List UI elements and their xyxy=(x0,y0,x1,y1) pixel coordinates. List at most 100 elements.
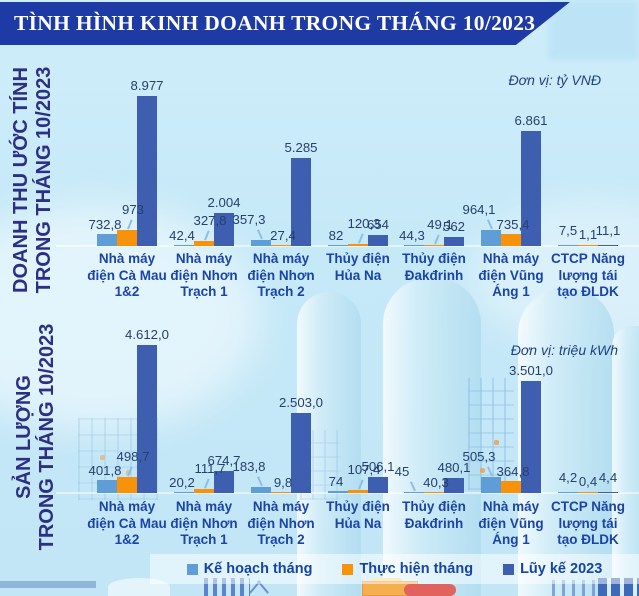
bar-actual xyxy=(424,244,444,246)
legend-item-plan: Kế hoạch tháng xyxy=(186,561,313,577)
category-label: Thủy điện Hủa Na xyxy=(312,251,404,284)
category-label: Nhà máy điện Nhơn Trạch 1 xyxy=(158,499,250,549)
steel-bar-illustration xyxy=(0,581,96,588)
value-label: 2.503,0 xyxy=(279,394,323,410)
category-label: Nhà máy điện Cà Mau 1&2 xyxy=(81,499,173,549)
bar-actual xyxy=(271,244,291,246)
value-label: 2.004 xyxy=(207,194,241,210)
category-label-line: điện Nhơn xyxy=(170,267,238,283)
category-label: CTCP Năng lượng tái tạo ĐLDK xyxy=(542,499,634,549)
bar-plan xyxy=(328,244,348,246)
bar-plan xyxy=(174,491,194,493)
value-label: 654 xyxy=(366,217,390,233)
category-label-line: 1&2 xyxy=(114,284,140,299)
category-label-line: CTCP Năng xyxy=(550,251,625,266)
bar-cumulative xyxy=(368,476,388,493)
value-label: 3.501,0 xyxy=(509,362,553,378)
bar-cumulative xyxy=(214,471,234,493)
value-label: 6.861 xyxy=(514,113,548,129)
orange-accent-dot xyxy=(494,440,499,445)
value-label: 82 xyxy=(328,227,344,243)
value-label: 42,4 xyxy=(169,227,195,243)
category-label-line: Thủy điện xyxy=(326,499,390,514)
value-label: 674,7 xyxy=(207,453,241,469)
page-title: TÌNH HÌNH KINH DOANH TRONG THÁNG 10/2023 xyxy=(14,11,536,35)
value-label: 120,3 xyxy=(347,216,381,231)
category-label-line: Nhà máy xyxy=(252,499,310,514)
bar-plan xyxy=(404,244,424,246)
leader-line xyxy=(358,479,364,489)
category-label: Nhà máy điện Nhơn Trạch 2 xyxy=(235,499,327,549)
axis-baseline xyxy=(56,245,639,247)
legend-label: Kế hoạch tháng xyxy=(203,561,313,577)
value-label: 505,3 xyxy=(462,448,496,464)
bar-actual xyxy=(117,229,137,246)
value-label: 7,5 xyxy=(558,223,578,238)
page-title-banner: TÌNH HÌNH KINH DOANH TRONG THÁNG 10/2023 xyxy=(0,2,570,45)
category-label-line: Trạch 2 xyxy=(257,532,305,547)
category-label: Nhà máy điện Nhơn Trạch 1 xyxy=(158,251,250,301)
category-label-line: Áng 1 xyxy=(492,532,530,547)
bar-cumulative xyxy=(444,477,464,493)
value-label: 4,4 xyxy=(598,470,618,485)
value-label: 506,1 xyxy=(361,458,395,474)
bar-cumulative xyxy=(291,412,311,493)
value-label: 357,3 xyxy=(232,212,266,227)
category-label-line: Nhà máy xyxy=(175,251,233,266)
bar-actual xyxy=(501,233,521,246)
category-label-line: điện Nhơn xyxy=(247,267,315,283)
bar-actual xyxy=(348,489,368,493)
value-label: 49,1 xyxy=(427,216,453,232)
value-label: 11,1 xyxy=(595,223,621,238)
value-label: 1,1 xyxy=(578,227,598,242)
category-label-line: tạo ĐLDK xyxy=(557,532,619,547)
value-label: 498,7 xyxy=(116,449,150,464)
cumulative-swatch-icon xyxy=(503,563,515,575)
category-label-line: điện Vũng xyxy=(478,267,544,283)
category-label-line: Trạch 1 xyxy=(180,284,228,299)
leader-line xyxy=(256,229,263,240)
bar-cumulative xyxy=(214,212,234,246)
bar-cumulative xyxy=(291,157,311,246)
category-label-line: 1&2 xyxy=(114,532,140,547)
value-label: 20,2 xyxy=(169,474,195,490)
bar-cumulative xyxy=(598,491,618,493)
category-label-line: điện Nhơn xyxy=(170,515,238,531)
bar-plan xyxy=(251,487,271,493)
category-label-line: Nhà máy xyxy=(482,251,540,266)
category-label-line: điện Cà Mau xyxy=(87,515,167,531)
orange-accent-dot xyxy=(480,468,485,473)
category-label-line: Nhà máy xyxy=(98,251,156,266)
category-label-line: Trạch 1 xyxy=(180,532,228,547)
category-label: Nhà máy điện Nhơn Trạch 2 xyxy=(235,251,327,301)
legend-band xyxy=(150,554,639,584)
category-label: Nhà máy điện Vũng Áng 1 xyxy=(465,251,557,301)
bar-actual xyxy=(578,491,598,493)
category-label-line: tạo ĐLDK xyxy=(557,284,619,299)
value-label: 44,3 xyxy=(399,227,425,243)
leader-line xyxy=(486,466,493,477)
value-label: 107,4 xyxy=(347,461,381,477)
leader-line xyxy=(486,219,493,230)
bar-actual xyxy=(348,244,368,246)
legend-label: Lũy kế 2023 xyxy=(520,561,603,577)
leader-line xyxy=(256,476,263,487)
bar-plan xyxy=(558,244,578,246)
category-label-line: Đakđrinh xyxy=(404,515,464,531)
revenue-category-row: Nhà máy điện Cà Mau 1&2 Nhà máy điện Nhơn Trạ… xyxy=(0,251,639,305)
value-label: 9,8 xyxy=(273,474,293,490)
leader-line xyxy=(127,219,133,229)
cooling-tower-illustration xyxy=(383,278,481,596)
value-label: 40,3 xyxy=(423,474,449,490)
bar-cumulative xyxy=(137,345,157,493)
production-chart-plot: 498,7 401,8 4.612,0 111,7 20,2 674,7 183,8 9,8 2… xyxy=(0,323,639,494)
cooling-tower-illustration xyxy=(612,326,639,596)
category-label-line: Thủy điện xyxy=(326,251,390,266)
plan-swatch-icon xyxy=(186,563,198,575)
legend-item-actual: Thực hiện tháng xyxy=(342,561,473,577)
bar-plan xyxy=(481,476,501,493)
bar-plan xyxy=(404,491,424,493)
value-label: 562 xyxy=(442,218,466,234)
category-label-line: lượng tái xyxy=(558,267,618,283)
